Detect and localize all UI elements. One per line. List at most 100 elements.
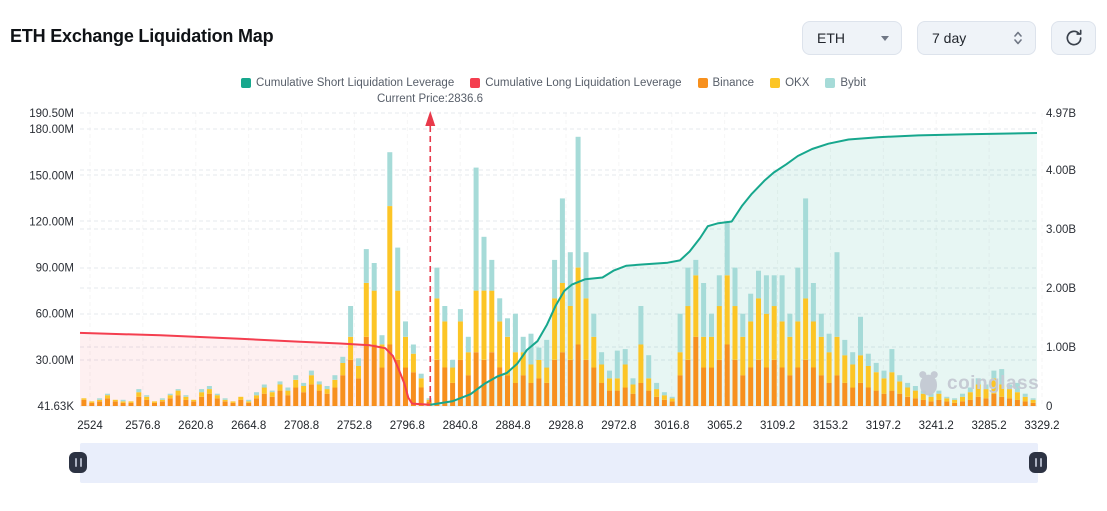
liquidation-bar-segment[interactable] [763,367,769,407]
legend-item[interactable]: Cumulative Long Liquidation Leverage [470,77,682,89]
liquidation-bar-segment[interactable] [850,387,856,407]
liquidation-bar-segment[interactable] [685,359,691,406]
liquidation-bar-segment[interactable] [269,392,275,397]
liquidation-bar-segment[interactable] [607,370,612,379]
liquidation-bar-segment[interactable] [426,398,432,400]
liquidation-bar-segment[interactable] [952,402,958,406]
liquidation-bar-segment[interactable] [238,396,244,400]
liquidation-bar-segment[interactable] [536,378,542,406]
liquidation-bar-segment[interactable] [583,298,589,360]
liquidation-bar-segment[interactable] [858,382,863,406]
liquidation-bar-segment[interactable] [89,401,95,403]
liquidation-bar-segment[interactable] [810,367,816,407]
liquidation-bar-segment[interactable] [316,390,322,406]
liquidation-bar-segment[interactable] [756,359,761,406]
liquidation-bar-segment[interactable] [826,333,832,353]
liquidation-bar-segment[interactable] [395,290,401,360]
liquidation-bar-segment[interactable] [512,382,518,406]
liquidation-bar-segment[interactable] [238,399,244,406]
liquidation-bar-segment[interactable] [967,392,973,400]
slider-track[interactable] [80,443,1038,483]
liquidation-bar-segment[interactable] [952,398,958,400]
liquidation-bar-segment[interactable] [308,375,314,385]
liquidation-bar-segment[interactable] [81,399,87,406]
liquidation-bar-segment[interactable] [442,321,448,368]
liquidation-bar-segment[interactable] [434,267,440,299]
liquidation-bar-segment[interactable] [748,321,754,368]
liquidation-bar-segment[interactable] [387,152,393,206]
liquidation-bar-segment[interactable] [136,392,142,397]
liquidation-bar-segment[interactable] [418,373,424,379]
liquidation-bar-segment[interactable] [1014,399,1020,406]
liquidation-bar-segment[interactable] [206,389,212,394]
liquidation-bar-segment[interactable] [630,378,636,385]
slider-handle-right[interactable] [1029,452,1047,473]
liquidation-bar-segment[interactable] [285,387,291,391]
liquidation-bar-segment[interactable] [646,378,652,391]
liquidation-bar-segment[interactable] [269,396,275,406]
liquidation-bar-segment[interactable] [552,359,558,406]
liquidation-bar-segment[interactable] [183,395,189,397]
liquidation-bar-segment[interactable] [732,306,738,360]
liquidation-bar-segment[interactable] [167,398,173,406]
liquidation-bar-segment[interactable] [787,313,793,337]
liquidation-bar-segment[interactable] [536,359,542,379]
liquidation-bar-segment[interactable] [709,336,714,368]
liquidation-bar-segment[interactable] [967,387,973,393]
liquidation-bar-segment[interactable] [199,389,205,393]
liquidation-bar-segment[interactable] [379,335,385,345]
liquidation-bar-segment[interactable] [654,389,660,397]
liquidation-bar-segment[interactable] [199,396,205,406]
liquidation-bar-segment[interactable] [865,353,871,366]
liquidation-bar-segment[interactable] [105,395,110,399]
liquidation-bar-segment[interactable] [583,252,589,299]
liquidation-bar-segment[interactable] [756,270,761,299]
liquidation-bar-segment[interactable] [536,347,542,360]
liquidation-bar-segment[interactable] [591,336,597,368]
liquidation-bar-segment[interactable] [1014,392,1020,400]
liquidation-bar-segment[interactable] [740,313,746,337]
liquidation-bar-segment[interactable] [97,398,103,400]
liquidation-bar-segment[interactable] [834,336,840,376]
liquidation-bar-segment[interactable] [277,384,283,391]
liquidation-bar-segment[interactable] [599,364,605,384]
liquidation-bar-segment[interactable] [559,352,565,406]
liquidation-bar-segment[interactable] [505,375,510,406]
liquidation-bar-segment[interactable] [787,336,793,376]
liquidation-bar-segment[interactable] [206,393,212,406]
liquidation-bar-segment[interactable] [803,298,809,360]
liquidation-bar-segment[interactable] [520,352,526,376]
liquidation-bar-segment[interactable] [912,386,918,391]
liquidation-bar-segment[interactable] [348,359,354,406]
liquidation-bar-segment[interactable] [1007,384,1012,390]
liquidation-bar-segment[interactable] [324,389,330,394]
liquidation-bar-segment[interactable] [128,401,134,403]
liquidation-bar-segment[interactable] [795,267,801,322]
liquidation-bar-segment[interactable] [473,352,479,406]
liquidation-bar-segment[interactable] [136,389,142,393]
liquidation-bar-segment[interactable] [614,390,620,406]
liquidation-bar-segment[interactable] [724,344,730,407]
liquidation-bar-segment[interactable] [756,298,761,360]
liquidation-bar-segment[interactable] [175,390,181,396]
liquidation-bar-segment[interactable] [1030,402,1036,406]
liquidation-bar-segment[interactable] [967,399,973,406]
liquidation-bar-segment[interactable] [387,344,393,407]
liquidation-bar-segment[interactable] [457,359,463,406]
liquidation-bar-segment[interactable] [630,393,636,406]
liquidation-bar-segment[interactable] [230,402,236,406]
liquidation-bar-segment[interactable] [277,390,283,406]
liquidation-bar-segment[interactable] [646,390,652,406]
liquidation-bar-segment[interactable] [340,362,346,376]
liquidation-bar-segment[interactable] [654,382,660,390]
liquidation-bar-segment[interactable] [520,336,526,353]
liquidation-bar-segment[interactable] [544,339,550,368]
liquidation-bar-segment[interactable] [865,366,871,388]
liquidation-bar-segment[interactable] [677,313,683,353]
liquidation-bar-segment[interactable] [661,399,667,406]
liquidation-bar-segment[interactable] [395,247,401,291]
liquidation-bar-segment[interactable] [497,298,503,322]
liquidation-bar-segment[interactable] [905,382,911,388]
liquidation-bar-segment[interactable] [363,249,369,283]
liquidation-bar-segment[interactable] [999,396,1005,406]
